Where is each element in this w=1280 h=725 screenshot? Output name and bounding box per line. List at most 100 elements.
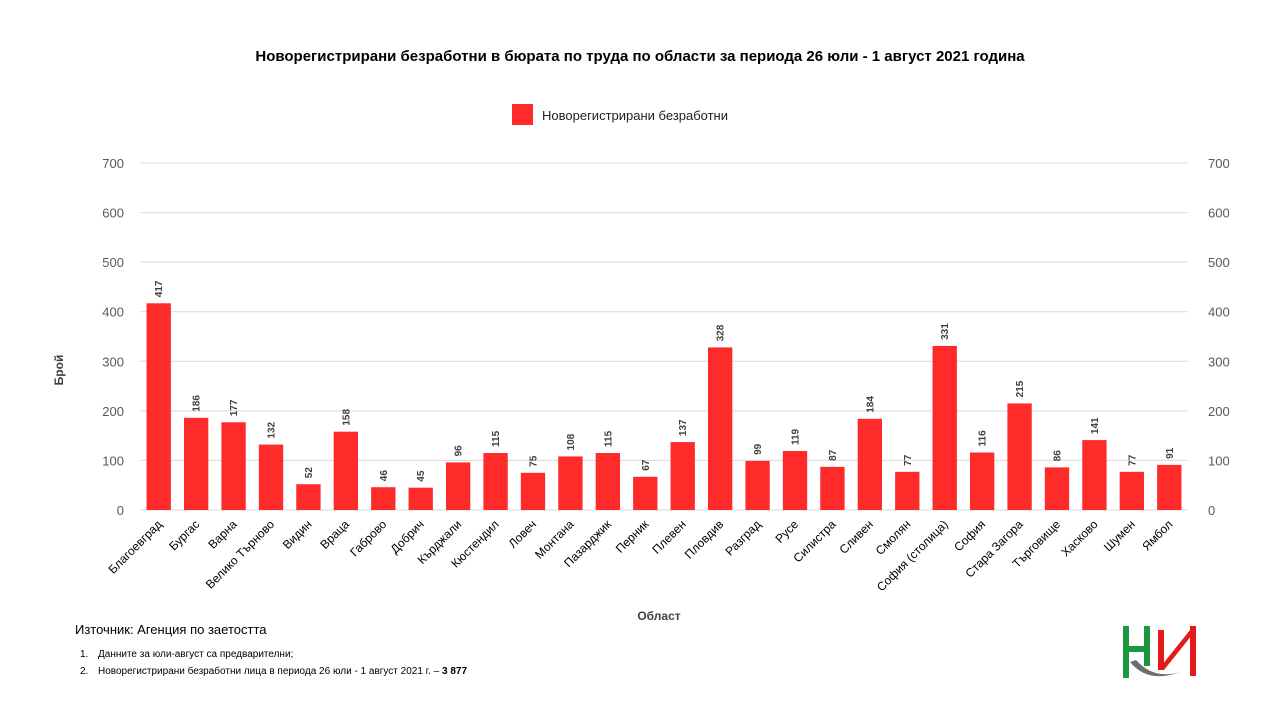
category-label: Варна [205, 517, 240, 552]
data-label: 137 [678, 419, 689, 436]
footnote-2: 2. Новорегистрирани безработни лица в пер… [80, 663, 467, 680]
bar [520, 472, 546, 510]
bar [1044, 467, 1070, 510]
y-tick-label-left: 100 [102, 453, 124, 468]
data-label: 115 [603, 430, 614, 447]
category-label: Перник [613, 517, 652, 556]
footnote-2-text: Новорегистрирани безработни лица в перио… [98, 666, 443, 677]
data-label: 87 [828, 449, 839, 461]
bar [408, 487, 433, 510]
category-label: София (столица) [874, 517, 951, 594]
y-tick-label-right: 700 [1208, 156, 1230, 171]
y-tick-label-left: 200 [102, 404, 124, 419]
data-label: 46 [379, 470, 390, 482]
bar [296, 484, 321, 510]
category-label: Ловеч [506, 517, 539, 550]
category-label: Габрово [347, 517, 389, 559]
y-tick-label-left: 400 [102, 305, 124, 320]
bar [820, 466, 845, 510]
bar [857, 418, 883, 510]
y-tick-label-right: 400 [1208, 305, 1230, 320]
data-label: 86 [1053, 450, 1064, 462]
bar [969, 452, 995, 510]
data-label: 417 [154, 280, 165, 297]
bar [146, 303, 171, 510]
bar [371, 487, 396, 510]
data-label: 215 [1015, 380, 1026, 397]
y-tick-label-right: 0 [1208, 503, 1215, 518]
category-label: Враца [317, 517, 352, 552]
category-label: Разград [722, 517, 763, 558]
x-axis-title: Област [637, 609, 680, 623]
bar [595, 452, 621, 510]
bar [932, 345, 957, 510]
bar [483, 452, 508, 510]
y-tick-label-left: 0 [117, 503, 124, 518]
legend: Новорегистрирани безработни [512, 104, 728, 125]
legend-swatch [512, 104, 533, 125]
data-label: 186 [192, 395, 203, 412]
data-label: 91 [1165, 447, 1176, 459]
category-label: Видин [280, 517, 315, 552]
y-axis-title: Брой [52, 355, 66, 386]
bar [445, 462, 471, 510]
data-label: 96 [454, 445, 465, 457]
bar [333, 431, 359, 510]
bar [258, 444, 284, 510]
y-axis-right-ticks: 0 100 200 300 400 500 600 700 [1208, 156, 1230, 518]
data-label: 132 [267, 421, 278, 438]
data-label: 67 [641, 459, 652, 471]
bar [1007, 403, 1032, 510]
data-labels: 417 186 177 132 52 158 46 45 96 115 75 108 115 67 137 3… [154, 280, 1176, 482]
category-label: Сливен [836, 517, 876, 557]
footnotes: 1. Данните за юли-август са предварителни… [80, 646, 467, 680]
data-label: 45 [416, 470, 427, 482]
bar [745, 460, 770, 510]
footnote-2-total: 3 877 [442, 666, 468, 677]
y-tick-label-right: 300 [1208, 354, 1230, 369]
category-label: Пловдив [682, 517, 726, 561]
footnote-1-text: Данните за юли-август са предварителни; [98, 649, 294, 660]
data-label: 52 [304, 467, 315, 479]
data-label: 77 [903, 454, 914, 466]
bar [558, 456, 583, 510]
bar [183, 417, 209, 510]
data-label: 108 [566, 433, 577, 450]
footnote-1-number: 1. [80, 649, 89, 660]
y-tick-label-left: 300 [102, 354, 124, 369]
chart-title: Новорегистрирани безработни в бюрата по … [255, 48, 1025, 65]
category-label: Хасково [1058, 517, 1100, 559]
category-label: Ямбол [1139, 517, 1175, 553]
data-label: 177 [229, 399, 240, 416]
data-label: 141 [1090, 417, 1101, 434]
data-label: 75 [529, 455, 540, 467]
bar [707, 347, 733, 510]
bar [670, 442, 695, 510]
legend-label: Новорегистрирани безработни [542, 108, 728, 123]
category-label: Шумен [1101, 517, 1138, 554]
nsi-logo-icon [1123, 626, 1196, 678]
category-label: Бургас [166, 517, 202, 553]
source-note: Източник: Агенция по заетостта [75, 622, 267, 637]
data-label: 116 [978, 430, 989, 447]
y-tick-label-left: 500 [102, 255, 124, 270]
bar [1157, 464, 1182, 510]
bar [895, 471, 920, 510]
data-label: 115 [491, 430, 502, 447]
y-tick-label-right: 500 [1208, 255, 1230, 270]
bar [782, 451, 808, 510]
y-tick-label-right: 600 [1208, 206, 1230, 221]
bars [146, 303, 1182, 510]
footnote-2-number: 2. [80, 666, 89, 677]
data-label: 77 [1127, 454, 1138, 466]
category-label: София [951, 517, 988, 554]
data-label: 158 [341, 409, 352, 426]
gridlines [140, 162, 1188, 511]
bar [1119, 471, 1145, 510]
y-tick-label-right: 200 [1208, 404, 1230, 419]
category-label: Благоевград [105, 517, 164, 576]
y-axis-left-ticks: 0 100 200 300 400 500 600 700 [102, 156, 124, 518]
